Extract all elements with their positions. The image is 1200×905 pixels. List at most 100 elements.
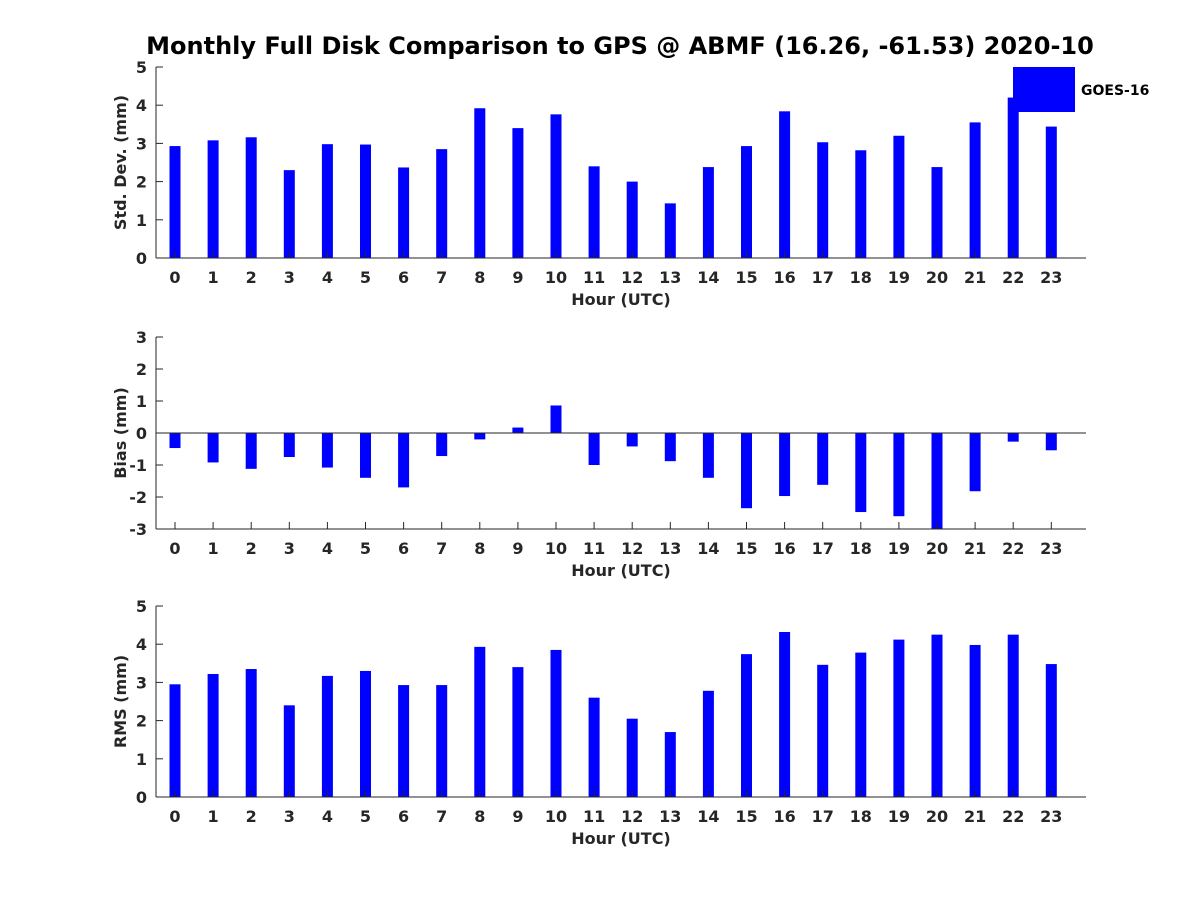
bar-hour-14 <box>702 433 714 478</box>
bar-hour-10 <box>550 649 562 797</box>
x-axis-label: Hour (UTC) <box>571 829 671 848</box>
y-axis-label: Bias (mm) <box>111 387 130 479</box>
y-tick-label: 0 <box>136 424 147 443</box>
x-tick-label: 18 <box>850 268 872 287</box>
x-tick-label: 8 <box>474 807 485 826</box>
x-tick-label: 4 <box>322 268 333 287</box>
x-tick-label: 7 <box>436 268 447 287</box>
bar-hour-21 <box>969 433 981 492</box>
y-tick-label: 3 <box>136 328 147 347</box>
x-tick-label: 3 <box>284 807 295 826</box>
bar-hour-9 <box>512 667 524 797</box>
x-tick-label: 19 <box>888 539 910 558</box>
x-tick-label: 4 <box>322 807 333 826</box>
x-tick-label: 3 <box>284 268 295 287</box>
x-tick-label: 21 <box>964 807 986 826</box>
bar-hour-8 <box>474 433 486 440</box>
x-tick-label: 22 <box>1002 539 1024 558</box>
x-tick-label: 10 <box>545 268 567 287</box>
x-tick-label: 6 <box>398 807 409 826</box>
bar-hour-5 <box>360 670 371 797</box>
x-tick-label: 5 <box>360 539 371 558</box>
x-tick-label: 20 <box>926 268 948 287</box>
x-tick-label: 23 <box>1040 268 1062 287</box>
bar-hour-22 <box>1007 634 1019 797</box>
bar-hour-12 <box>626 433 638 447</box>
bar-hour-18 <box>855 652 867 797</box>
y-tick-label: 2 <box>136 360 147 379</box>
bar-hour-12 <box>626 181 638 258</box>
bar-hour-10 <box>550 114 562 258</box>
bar-hour-11 <box>588 697 600 797</box>
bar-hour-17 <box>817 664 829 797</box>
legend-swatch <box>1013 67 1075 112</box>
x-tick-label: 2 <box>246 539 257 558</box>
x-tick-label: 6 <box>398 539 409 558</box>
bar-hour-11 <box>588 166 600 258</box>
x-axis-label: Hour (UTC) <box>571 290 671 309</box>
bar-hour-7 <box>436 433 448 457</box>
x-tick-label: 7 <box>436 539 447 558</box>
x-tick-label: 11 <box>583 539 605 558</box>
x-tick-label: 1 <box>208 807 219 826</box>
x-tick-label: 12 <box>621 807 643 826</box>
x-tick-label: 9 <box>512 268 523 287</box>
y-tick-label: 5 <box>136 597 147 616</box>
bar-hour-3 <box>283 433 295 457</box>
y-tick-label: 0 <box>136 249 147 268</box>
x-tick-label: 17 <box>812 268 834 287</box>
bar-hour-12 <box>626 718 638 797</box>
bar-hour-4 <box>321 433 333 468</box>
bar-hour-16 <box>779 631 791 797</box>
bar-hour-13 <box>664 433 676 462</box>
bar-hour-21 <box>969 644 981 797</box>
x-tick-label: 12 <box>621 268 643 287</box>
x-tick-label: 3 <box>284 539 295 558</box>
bar-hour-16 <box>779 111 791 258</box>
x-tick-label: 15 <box>735 268 757 287</box>
bar-hour-4 <box>321 675 333 797</box>
bar-hour-22 <box>1007 97 1019 258</box>
x-tick-label: 16 <box>773 539 795 558</box>
bar-hour-19 <box>893 433 905 517</box>
bar-hour-19 <box>893 135 905 258</box>
y-tick-label: 0 <box>136 788 147 807</box>
x-tick-label: 22 <box>1002 807 1024 826</box>
x-tick-label: 9 <box>512 807 523 826</box>
x-tick-label: 2 <box>246 807 257 826</box>
bar-hour-23 <box>1045 664 1057 797</box>
bar-hour-16 <box>779 433 791 497</box>
y-tick-label: 4 <box>136 96 147 115</box>
bar-hour-6 <box>398 433 410 488</box>
bar-hour-0 <box>169 433 181 449</box>
y-tick-label: 3 <box>136 673 147 692</box>
bar-hour-20 <box>931 634 943 797</box>
bar-hour-3 <box>283 705 295 797</box>
bar-hour-2 <box>245 433 257 469</box>
x-tick-label: 12 <box>621 539 643 558</box>
x-tick-label: 16 <box>773 268 795 287</box>
x-tick-label: 1 <box>208 539 219 558</box>
x-tick-label: 11 <box>583 807 605 826</box>
bar-hour-19 <box>893 639 905 797</box>
y-tick-label: 5 <box>136 58 147 77</box>
y-tick-label: 3 <box>136 134 147 153</box>
bar-hour-23 <box>1045 126 1057 258</box>
x-tick-label: 14 <box>697 807 719 826</box>
x-tick-label: 2 <box>246 268 257 287</box>
x-tick-label: 5 <box>360 268 371 287</box>
x-tick-label: 17 <box>812 807 834 826</box>
bar-hour-6 <box>398 167 410 258</box>
bar-hour-1 <box>207 140 219 258</box>
x-tick-label: 8 <box>474 539 485 558</box>
bar-hour-13 <box>664 732 676 797</box>
x-tick-label: 9 <box>512 539 523 558</box>
x-tick-label: 13 <box>659 807 681 826</box>
y-tick-label: -3 <box>129 520 147 539</box>
bar-hour-1 <box>207 673 219 797</box>
chart-title: Monthly Full Disk Comparison to GPS @ AB… <box>146 32 1094 60</box>
x-tick-label: 4 <box>322 539 333 558</box>
x-tick-label: 0 <box>169 268 180 287</box>
